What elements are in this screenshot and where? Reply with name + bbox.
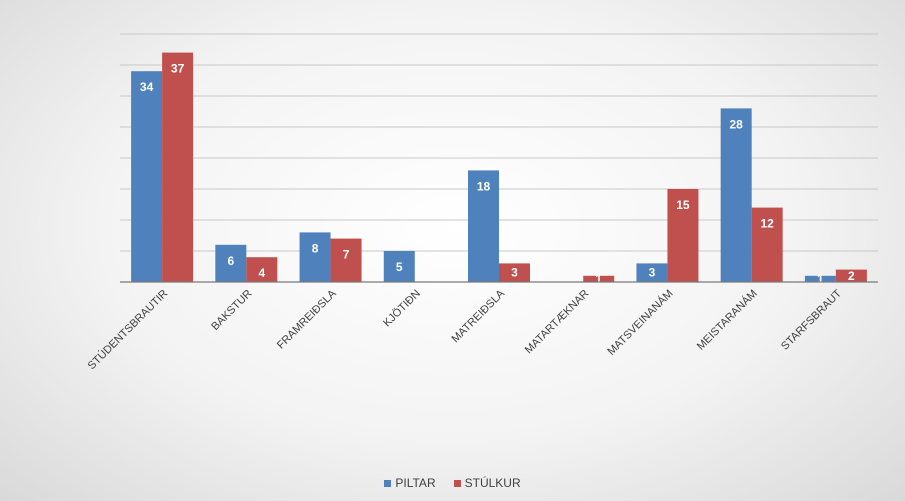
data-label: 15 bbox=[676, 198, 690, 212]
data-label: 3 bbox=[511, 266, 518, 280]
data-label: 1 bbox=[817, 272, 824, 286]
legend-label-piltar: PILTAR bbox=[395, 476, 436, 490]
data-label: 28 bbox=[729, 117, 743, 131]
legend-item-piltar: PILTAR bbox=[384, 476, 436, 490]
bar-stúlkur-1 bbox=[246, 257, 278, 282]
category-label: MEISTARANÁM bbox=[694, 287, 760, 353]
data-label: 4 bbox=[258, 266, 265, 280]
bar-piltar-3 bbox=[383, 251, 415, 282]
category-label: STARFSBRAUT bbox=[779, 287, 844, 352]
data-label: 37 bbox=[171, 62, 185, 76]
legend: PILTAR STÚLKUR bbox=[0, 476, 905, 490]
category-label: MATSVEINANÁM bbox=[605, 287, 676, 358]
bar-piltar-7 bbox=[720, 108, 752, 283]
category-label: MATREIÐSLA bbox=[450, 287, 508, 345]
category-label: KJÖTIÐN bbox=[381, 288, 423, 330]
legend-swatch-stulkur bbox=[453, 479, 461, 487]
legend-label-stulkur: STÚLKUR bbox=[464, 476, 521, 490]
category-label: BAKSTUR bbox=[209, 288, 254, 333]
bar-piltar-0 bbox=[131, 71, 163, 282]
bar-stúlkur-8 bbox=[835, 269, 867, 282]
legend-item-stulkur: STÚLKUR bbox=[453, 476, 521, 490]
bar-piltar-6 bbox=[636, 263, 668, 282]
data-label: 6 bbox=[227, 254, 234, 268]
data-label: 12 bbox=[760, 217, 774, 231]
bar-stúlkur-0 bbox=[162, 52, 194, 282]
data-label: 2 bbox=[848, 269, 855, 283]
data-label: 8 bbox=[312, 241, 319, 255]
data-label: 1 bbox=[595, 272, 602, 286]
data-label: 18 bbox=[477, 179, 491, 193]
category-label: FRAMREIÐSLA bbox=[275, 287, 339, 351]
data-label: 7 bbox=[343, 248, 350, 262]
category-label: STÚDENTSBRAUTIR bbox=[85, 287, 170, 372]
bar-stúlkur-5 bbox=[583, 275, 615, 282]
bar-piltar-1 bbox=[215, 244, 247, 282]
legend-swatch-piltar bbox=[384, 479, 392, 487]
data-label: 5 bbox=[396, 260, 403, 274]
data-label: 3 bbox=[649, 266, 656, 280]
bar-stúlkur-6 bbox=[667, 189, 699, 282]
bar-stúlkur-7 bbox=[751, 207, 783, 282]
bar-stúlkur-4 bbox=[499, 263, 530, 282]
bar-piltar-4 bbox=[468, 170, 499, 282]
bar-piltar-2 bbox=[299, 232, 331, 282]
data-label: 34 bbox=[140, 80, 154, 94]
bar-piltar-8 bbox=[804, 275, 836, 282]
bar-stúlkur-2 bbox=[330, 238, 362, 282]
category-label: MATARTÆKNAR bbox=[523, 288, 592, 357]
